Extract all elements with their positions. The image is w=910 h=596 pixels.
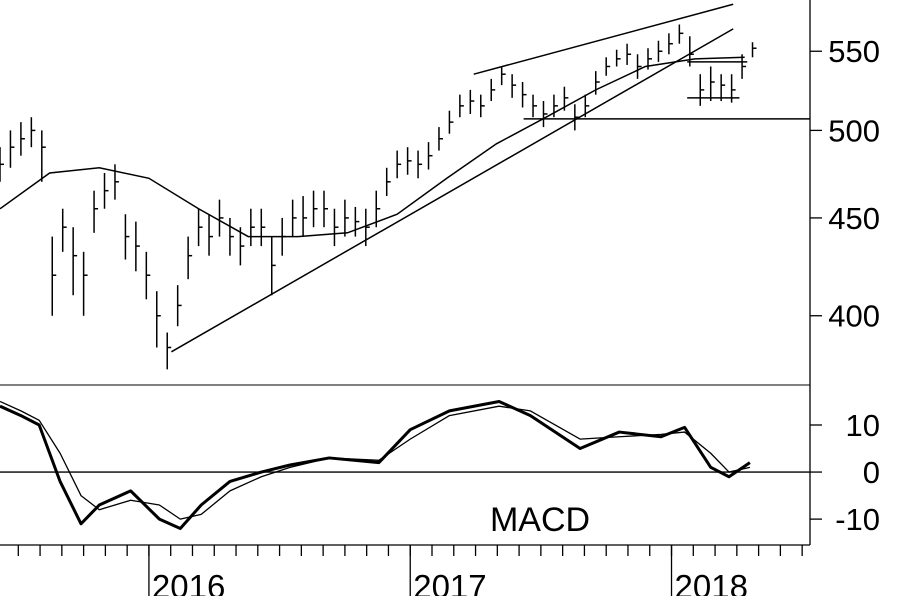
- y-tick-label: 550: [828, 34, 880, 69]
- macd-line: [0, 400, 751, 520]
- y-tick-label: 400: [828, 299, 880, 334]
- trendline: [473, 3, 734, 75]
- x-tick-label: 2018: [675, 568, 748, 596]
- moving-average: [0, 56, 745, 238]
- macd-label: MACD: [490, 501, 590, 539]
- y-tick-label: 10: [846, 408, 880, 443]
- y-tick-label: 500: [828, 113, 880, 148]
- x-tick-label: 2017: [413, 568, 486, 596]
- x-tick-label: 2016: [152, 568, 225, 596]
- trendline: [171, 28, 734, 353]
- y-tick-label: 0: [863, 455, 880, 490]
- y-tick-label: -10: [835, 502, 880, 537]
- macd-line: [0, 399, 751, 531]
- y-tick-label: 450: [828, 201, 880, 236]
